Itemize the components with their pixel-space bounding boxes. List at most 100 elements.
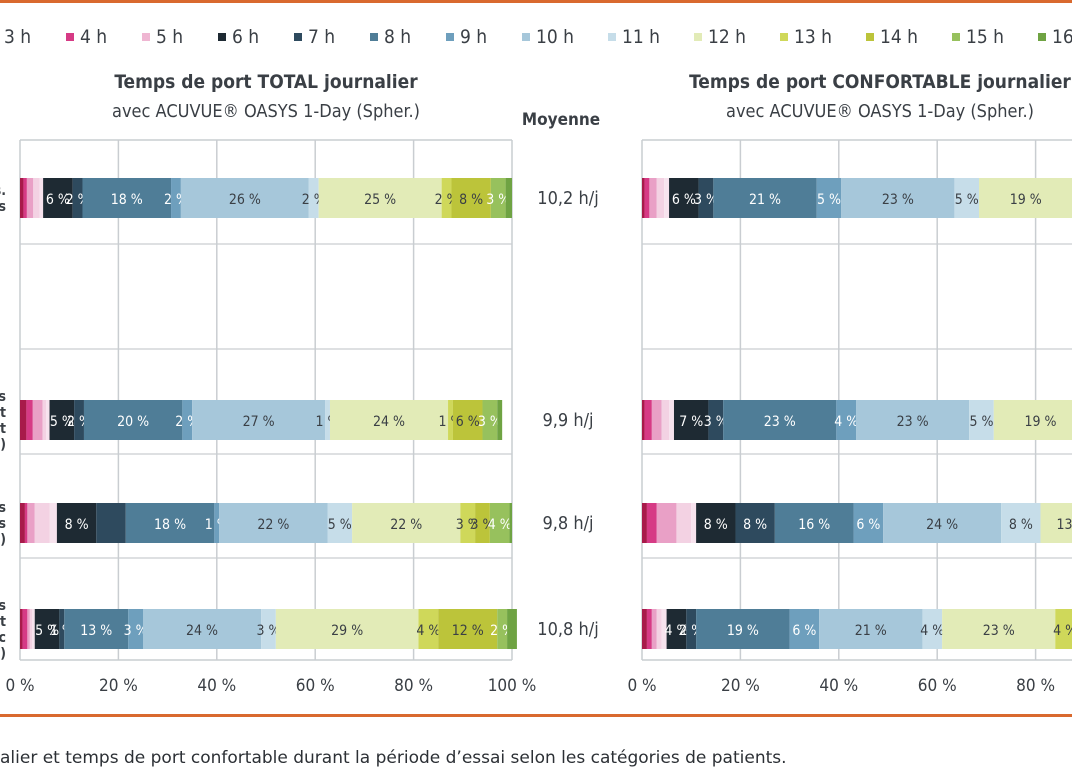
chart-comfortable: Temps de port CONFORTABLE journalier ave… — [627, 71, 1072, 696]
bar-segment — [20, 609, 23, 649]
legend-swatch — [780, 33, 788, 41]
bar-segment — [642, 178, 645, 218]
mean-values: 10,2 h/j 9,9 h/j 9,8 h/j 10,8 h/j — [537, 188, 598, 640]
bar-segment — [664, 178, 670, 218]
bar-row: 5 %1 % 13 % 3 % 24 % 3 % 29 % 4 % 12 % 2 % — [20, 609, 517, 649]
mean-header: Moyenne — [522, 110, 600, 130]
legend-label: 10 h — [536, 26, 574, 48]
bar-segment — [723, 400, 837, 440]
mean-value: 9,9 h/j — [542, 410, 593, 431]
data-label: 6 % — [792, 623, 816, 639]
legend-swatch — [522, 33, 530, 41]
data-label: 13 % — [1057, 517, 1072, 533]
bar-segment — [34, 609, 60, 649]
data-label: 4 % — [664, 623, 688, 639]
bar-segment — [171, 178, 181, 218]
row-label: s. — [0, 183, 6, 199]
x-tick-label: 60 % — [918, 676, 957, 696]
data-label: 20 % — [117, 414, 149, 430]
bar-segment — [669, 178, 699, 218]
bar-segment — [642, 503, 647, 543]
bar-row: 6 %3 % 21 % 5 % 23 % 5 % 19 % — [642, 178, 1072, 218]
data-label: 24 % — [926, 517, 958, 533]
row-labels: s.ssctat:)ss)sctc.) — [0, 183, 6, 662]
bar-segment — [669, 400, 674, 440]
data-label: 18 % — [111, 192, 143, 208]
bar-segment — [39, 178, 44, 218]
data-label: 23 % — [983, 623, 1015, 639]
row-label: s — [0, 500, 6, 516]
data-label: 18 % — [154, 517, 186, 533]
bar-segment — [96, 503, 126, 543]
bar-segment — [853, 503, 884, 543]
legend-label: 14 h — [880, 26, 918, 48]
row-label: s — [0, 389, 6, 405]
data-label: 3 % — [486, 192, 510, 208]
legend-swatch — [1038, 33, 1046, 41]
bar-segment — [507, 609, 517, 649]
data-label: 3 % — [456, 517, 480, 533]
bar-row: 4 %2 %19 %6 %21 %4 %23 %4 % — [642, 609, 1072, 649]
row-label: :) — [0, 437, 6, 453]
data-label: 8 % — [459, 192, 483, 208]
row-label: s — [0, 598, 6, 614]
bar-segment — [214, 503, 220, 543]
bar-segment — [438, 609, 498, 649]
bar-row: 5 %2 % 20 % 2 % 27 % 1 % 24 % 1 %6 %3 % — [20, 400, 503, 440]
top-border — [0, 0, 1072, 3]
x-tick-label: 40 % — [197, 676, 236, 696]
data-label: 22 % — [390, 517, 422, 533]
data-label: 4 % — [416, 623, 440, 639]
row-label: s — [0, 199, 6, 215]
bar-segment — [327, 503, 353, 543]
bars: 6 %2 % 18 % 2 % 26 % 2 % 25 % 2 % 8 % 3 % 5 %2 % 2… — [20, 178, 517, 649]
bar-segment — [20, 400, 27, 440]
bar-segment — [708, 400, 724, 440]
bar-segment — [816, 178, 842, 218]
bar-segment — [698, 178, 714, 218]
bar-segment — [841, 178, 955, 218]
bar-segment — [448, 400, 453, 440]
figure-caption: alier et temps de port confortable duran… — [0, 748, 787, 768]
row-label: s — [0, 516, 6, 532]
data-label: 22 % — [257, 517, 289, 533]
data-label: 4 % — [920, 623, 944, 639]
row-label: .) — [0, 646, 6, 662]
bar-segment — [646, 609, 652, 649]
data-label: 6 % — [672, 192, 696, 208]
chart-title: Temps de port TOTAL journalier — [114, 71, 418, 93]
bar-segment — [49, 503, 57, 543]
bar-segment — [656, 178, 665, 218]
bar-segment — [182, 400, 193, 440]
row-label: at — [0, 421, 6, 437]
bar-segment — [125, 503, 215, 543]
data-label: 21 % — [855, 623, 887, 639]
bar-segment — [819, 609, 923, 649]
data-label: 3 % — [704, 414, 728, 430]
bar-segment — [59, 609, 65, 649]
x-tick-label: 20 % — [99, 676, 138, 696]
bar-segment — [26, 400, 33, 440]
bar-segment — [644, 400, 652, 440]
bar-segment — [418, 609, 439, 649]
legend-label: 15 h — [966, 26, 1004, 48]
bar-segment — [33, 178, 40, 218]
data-label: 26 % — [229, 192, 261, 208]
bar-segment — [979, 178, 1072, 218]
bar-segment — [192, 400, 326, 440]
data-label: 6 % — [856, 517, 880, 533]
data-label: 24 % — [186, 623, 218, 639]
bar-segment — [509, 503, 512, 543]
data-label: 5 % — [817, 192, 841, 208]
bar-segment — [497, 400, 503, 440]
legend-label: 7 h — [308, 26, 335, 48]
bar-segment — [22, 609, 28, 649]
bar-segment — [275, 609, 419, 649]
bar-segment — [735, 503, 775, 543]
bar-segment — [942, 609, 1056, 649]
legend-label: 13 h — [794, 26, 832, 48]
bar-row: 8 % 8 % 16 % 6 % 24 % 8 % 13 % — [642, 503, 1072, 543]
bar-segment — [352, 503, 461, 543]
row-label: ct — [0, 614, 6, 630]
